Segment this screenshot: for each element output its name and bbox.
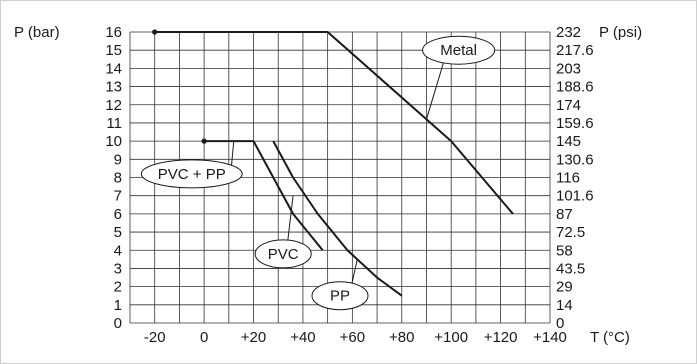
callout-leader-pvc-pp	[231, 141, 235, 166]
x-tick-label: +120	[484, 329, 518, 346]
tick-labels: 0123456789101112131415160142943.55872.58…	[105, 24, 593, 346]
y-tick-label-left: 16	[105, 24, 122, 41]
x-tick-label: +60	[340, 329, 365, 346]
callout-ellipse-pvc	[254, 239, 312, 269]
callout-ellipse-pp	[311, 281, 369, 311]
series-line-pp	[272, 140, 403, 297]
x-tick-label: 0	[200, 329, 208, 346]
grid	[129, 31, 551, 324]
y-tick-label-left: 1	[114, 297, 122, 314]
series-line-metal	[154, 31, 514, 215]
y-tick-label-right: 217.6	[556, 42, 594, 59]
y-tick-label-right: 14	[556, 297, 573, 314]
x-tick-label: +20	[241, 329, 266, 346]
series-label-metal: Metal	[440, 42, 477, 59]
y-tick-label-left: 14	[105, 60, 122, 77]
y-tick-label-right: 174	[556, 97, 581, 114]
series-callouts: Metal PVC + PP PVC PP	[140, 35, 496, 311]
callout-leader-metal	[425, 62, 444, 120]
y-tick-label-right: 101.6	[556, 188, 594, 205]
x-tick-label: +80	[389, 329, 414, 346]
y-tick-label-right: 116	[556, 170, 580, 187]
callout-ellipse-metal	[422, 35, 496, 65]
x-tick-label: +140	[533, 329, 567, 346]
y-tick-label-right: 159.6	[556, 115, 594, 132]
x-tick-label: -20	[144, 329, 166, 346]
y-tick-label-right: 232	[556, 24, 581, 41]
series-label-pvc: PVC	[268, 246, 299, 263]
y-axis-label-right: P (psi)	[599, 24, 642, 41]
y-tick-label-left: 8	[114, 170, 122, 187]
y-tick-label-left: 13	[105, 79, 122, 96]
y-tick-label-right: 87	[556, 206, 573, 223]
y-tick-label-right: 29	[556, 279, 573, 296]
y-tick-label-left: 15	[105, 42, 122, 59]
y-axis-label-left: P (bar)	[14, 24, 60, 41]
y-tick-label-right: 58	[556, 242, 573, 259]
y-tick-label-left: 10	[105, 133, 122, 150]
y-tick-label-left: 9	[114, 151, 122, 168]
callout-ellipse-pvc-pp	[140, 159, 243, 189]
y-tick-label-left: 5	[114, 224, 122, 241]
y-tick-label-left: 12	[105, 97, 122, 114]
y-tick-label-right: 188.6	[556, 79, 594, 96]
y-tick-label-right: 43.5	[556, 260, 585, 277]
y-tick-label-left: 0	[114, 315, 122, 332]
x-tick-label: +100	[434, 329, 468, 346]
callout-leader-pvc	[287, 195, 294, 241]
y-tick-label-left: 3	[114, 260, 122, 277]
y-tick-label-right: 130.6	[556, 151, 594, 168]
y-tick-label-left: 11	[106, 115, 122, 132]
series-label-pp: PP	[330, 288, 350, 305]
series-start-point	[201, 138, 207, 144]
y-tick-label-right: 0	[556, 315, 564, 332]
y-tick-label-left: 6	[114, 206, 122, 223]
y-tick-label-left: 7	[114, 188, 122, 205]
y-tick-label-right: 145	[556, 133, 581, 150]
x-tick-label: +40	[290, 329, 315, 346]
y-tick-label-left: 4	[114, 242, 122, 259]
y-tick-label-left: 2	[114, 279, 122, 296]
x-axis-label: T (°C)	[590, 329, 630, 346]
y-tick-label-right: 72.5	[556, 224, 585, 241]
callout-leader-pp	[351, 259, 358, 284]
series-label-pvc-pp: PVC + PP	[158, 166, 226, 183]
series-lines	[152, 29, 514, 297]
y-tick-label-right: 203	[556, 60, 581, 77]
series-line-pvc	[252, 140, 324, 251]
series-start-point	[152, 29, 158, 35]
